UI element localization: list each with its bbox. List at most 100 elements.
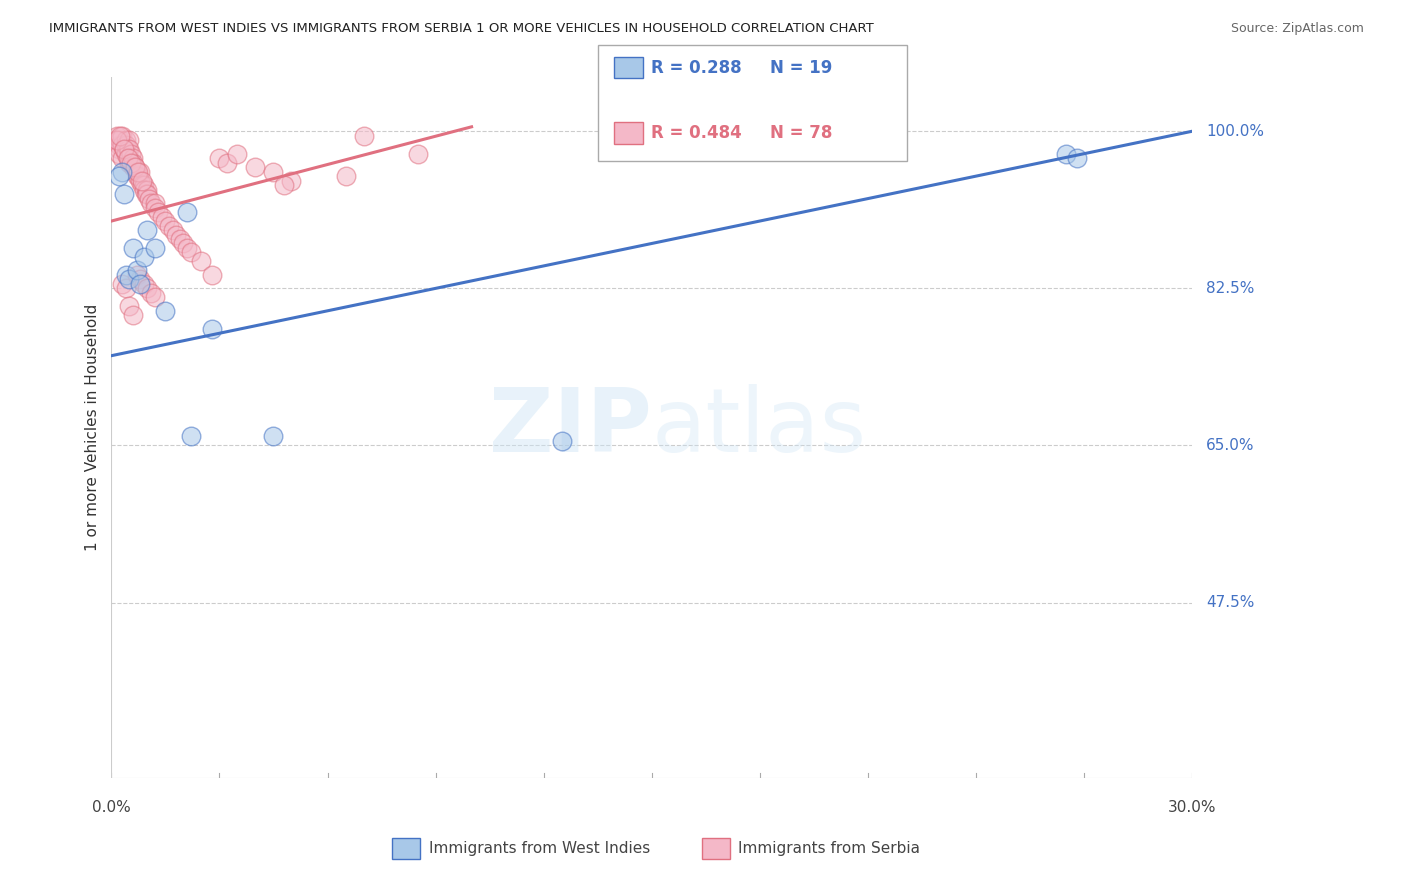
Point — [150, 210, 173, 224]
Point — [118, 155, 141, 169]
Point — [112, 142, 135, 156]
Point — [129, 277, 152, 291]
Point — [107, 142, 129, 156]
Point — [132, 250, 155, 264]
Text: Immigrants from Serbia: Immigrants from Serbia — [738, 841, 920, 855]
Point — [1054, 146, 1077, 161]
Point — [118, 272, 141, 286]
Point — [114, 133, 136, 147]
Point — [132, 277, 155, 291]
Point — [143, 290, 166, 304]
Point — [122, 308, 145, 322]
Point — [136, 223, 159, 237]
Point — [176, 241, 198, 255]
Point — [117, 142, 139, 156]
Point — [169, 232, 191, 246]
Point — [1066, 151, 1088, 165]
Text: Source: ZipAtlas.com: Source: ZipAtlas.com — [1230, 22, 1364, 36]
Text: 65.0%: 65.0% — [1206, 438, 1254, 453]
Point — [125, 263, 148, 277]
Point — [263, 429, 285, 443]
Point — [129, 272, 152, 286]
Point — [208, 151, 231, 165]
Point — [129, 174, 152, 188]
Point — [273, 178, 295, 193]
Point — [111, 277, 134, 291]
Point — [201, 322, 224, 336]
Point — [135, 187, 157, 202]
Point — [550, 434, 572, 448]
Point — [111, 137, 134, 152]
Text: ZIP: ZIP — [489, 384, 651, 471]
Text: R = 0.484: R = 0.484 — [651, 124, 742, 142]
Text: Immigrants from West Indies: Immigrants from West Indies — [429, 841, 650, 855]
Point — [136, 187, 159, 202]
Point — [131, 174, 153, 188]
Point — [107, 146, 129, 161]
Point — [201, 268, 224, 282]
Point — [138, 192, 160, 206]
Text: atlas: atlas — [651, 384, 866, 471]
Point — [132, 183, 155, 197]
Point — [155, 303, 177, 318]
Point — [114, 281, 136, 295]
Y-axis label: 1 or more Vehicles in Household: 1 or more Vehicles in Household — [86, 304, 100, 551]
Text: IMMIGRANTS FROM WEST INDIES VS IMMIGRANTS FROM SERBIA 1 OR MORE VEHICLES IN HOUS: IMMIGRANTS FROM WEST INDIES VS IMMIGRANT… — [49, 22, 875, 36]
Text: N = 19: N = 19 — [770, 59, 832, 77]
Point — [245, 160, 267, 174]
Point — [226, 146, 249, 161]
Point — [122, 151, 145, 165]
Point — [139, 196, 162, 211]
Point — [143, 241, 166, 255]
Text: 82.5%: 82.5% — [1206, 281, 1254, 296]
Point — [125, 169, 148, 184]
Text: N = 78: N = 78 — [770, 124, 832, 142]
Point — [180, 245, 202, 260]
Point — [107, 169, 129, 184]
Point — [114, 268, 136, 282]
Point — [180, 429, 202, 443]
Point — [125, 164, 148, 178]
Point — [157, 219, 180, 233]
Point — [155, 214, 177, 228]
Point — [176, 205, 198, 219]
Point — [104, 133, 127, 147]
Point — [120, 155, 142, 169]
Point — [111, 128, 134, 143]
Point — [165, 227, 187, 242]
Point — [110, 128, 132, 143]
Text: 30.0%: 30.0% — [1167, 800, 1216, 815]
Point — [139, 285, 162, 300]
Point — [105, 128, 128, 143]
Text: 47.5%: 47.5% — [1206, 595, 1254, 610]
Point — [124, 160, 146, 174]
Text: 0.0%: 0.0% — [91, 800, 131, 815]
Point — [118, 151, 141, 165]
Point — [127, 169, 149, 184]
Point — [107, 137, 129, 152]
Point — [110, 133, 132, 147]
Point — [127, 164, 149, 178]
Point — [120, 146, 142, 161]
Point — [122, 155, 145, 169]
Point — [112, 142, 135, 156]
Point — [172, 236, 194, 251]
Text: R = 0.288: R = 0.288 — [651, 59, 741, 77]
Point — [118, 133, 141, 147]
Point — [148, 205, 170, 219]
Point — [335, 169, 357, 184]
Point — [215, 155, 238, 169]
Point — [117, 151, 139, 165]
Point — [136, 281, 159, 295]
Point — [136, 183, 159, 197]
Point — [280, 174, 302, 188]
Point — [131, 178, 153, 193]
Point — [111, 164, 134, 178]
Point — [406, 146, 429, 161]
Point — [132, 178, 155, 193]
Point — [112, 187, 135, 202]
Point — [353, 128, 375, 143]
Point — [129, 164, 152, 178]
Text: 100.0%: 100.0% — [1206, 124, 1264, 139]
Point — [118, 142, 141, 156]
